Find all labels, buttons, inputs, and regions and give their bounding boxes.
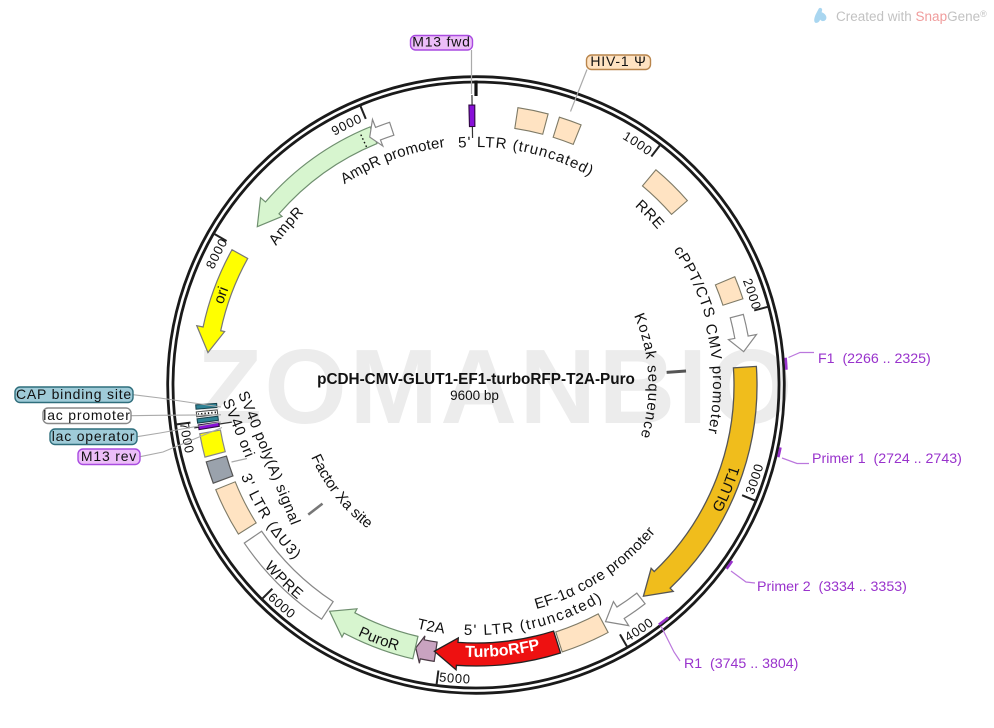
svg-text:ori: ori <box>211 284 233 306</box>
svg-text:cPPT/CTS: cPPT/CTS <box>670 243 718 320</box>
svg-text:Primer 1 (2724 .. 2743): Primer 1 (2724 .. 2743) <box>812 451 962 467</box>
svg-text:lac operator: lac operator <box>52 428 136 444</box>
svg-text:Primer 2 (3334 .. 3353): Primer 2 (3334 .. 3353) <box>757 579 907 595</box>
svg-text:CAP binding site: CAP binding site <box>16 386 132 402</box>
svg-text:pCDH-CMV-GLUT1-EF1-turboRFP-T2: pCDH-CMV-GLUT1-EF1-turboRFP-T2A-Puro <box>317 371 635 388</box>
svg-text:M13 rev: M13 rev <box>81 448 137 464</box>
svg-text:9600 bp: 9600 bp <box>450 388 499 403</box>
svg-text:lac promoter: lac promoter <box>43 407 130 423</box>
svg-text:5000: 5000 <box>438 669 471 686</box>
svg-text:1000: 1000 <box>620 128 655 158</box>
svg-text:5' LTR (truncated): 5' LTR (truncated) <box>458 134 597 180</box>
svg-text:HIV-1 Ψ: HIV-1 Ψ <box>590 53 646 69</box>
svg-text:Factor Xa site: Factor Xa site <box>307 451 375 532</box>
svg-text:M13 fwd: M13 fwd <box>412 34 471 50</box>
svg-text:7000: 7000 <box>177 421 197 455</box>
svg-text:T2A: T2A <box>416 616 447 638</box>
svg-text:F1 (2266 .. 2325): F1 (2266 .. 2325) <box>818 351 931 367</box>
svg-text:R1 (3745 .. 3804): R1 (3745 .. 3804) <box>684 656 798 672</box>
svg-text:ZOMANBIO: ZOMANBIO <box>197 328 795 446</box>
svg-text:Created with SnapGene®: Created with SnapGene® <box>836 9 987 24</box>
